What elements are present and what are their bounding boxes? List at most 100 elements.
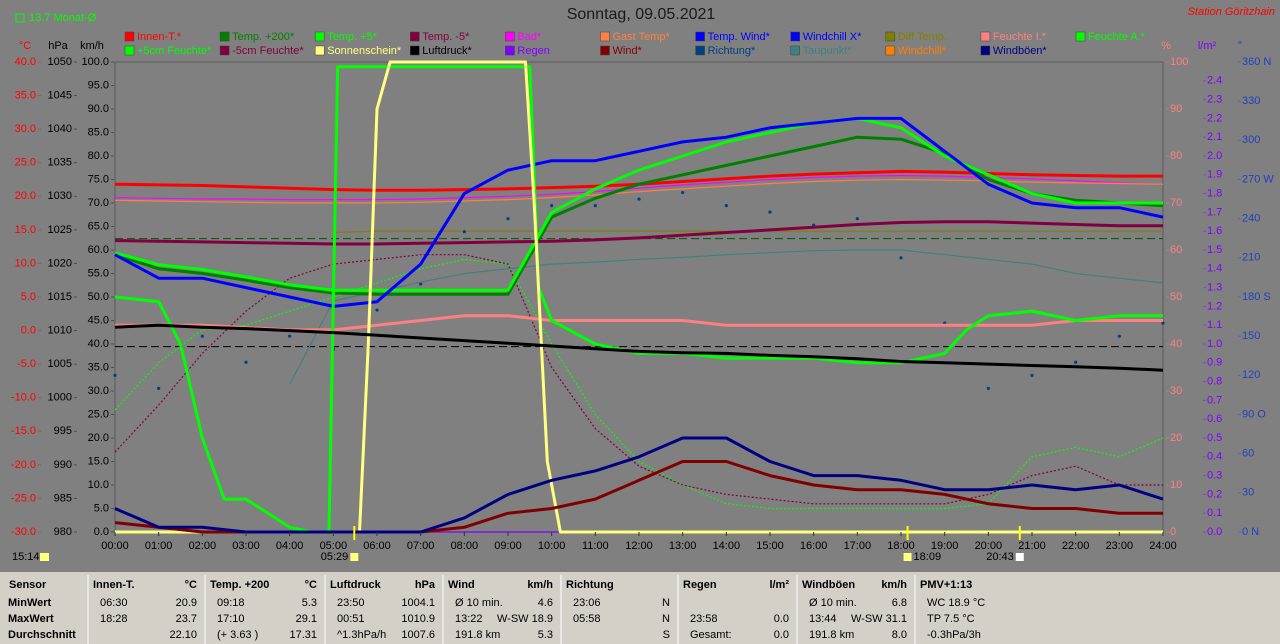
axis-unit: hPa [48,40,68,52]
y-tick-label: 2.0 [1207,150,1222,162]
stats-cell: 23:50 [337,597,365,609]
y-tick-label: 70 [1170,197,1182,209]
y-tick-label: 1015 [48,291,72,303]
sun-icon [903,553,912,561]
series-line [114,116,1164,308]
x-tick-label: 03:00 [232,540,260,552]
y-tick-label: 90.0 [88,103,109,115]
x-tick-label: 06:00 [363,540,391,552]
legend-swatch [980,31,991,42]
y-tick-label: 1050 [48,56,72,68]
stats-cell: 22.10 [169,629,197,641]
y-tick-label: 1005 [48,358,72,370]
y-tick-label: 270 W [1242,173,1274,185]
y-tick-label: -20.0 [11,459,36,471]
y-tick-label: 0.0 [21,324,36,336]
y-tick-label: 95.0 [88,79,109,91]
stats-cell: S [663,629,670,641]
x-tick-label: 14:00 [713,540,741,552]
y-tick-label: 60 [1170,244,1182,256]
sun-icon [350,553,359,561]
legend-swatch [790,31,800,42]
y-tick-label: 1000 [48,392,72,404]
y-tick-label: -25.0 [11,492,36,504]
y-tick-label: 330 [1242,95,1260,107]
y-tick-label: 35.0 [15,89,36,101]
stats-cell: 0.0 [774,629,789,641]
series-line [114,135,1164,296]
legend-label: -5cm Feuchte* [232,45,304,57]
legend-swatch [219,31,230,42]
y-tick-label: 1.9 [1207,169,1222,181]
y-tick-label: 75.0 [88,173,109,185]
data-point [200,334,204,338]
x-tick-label: 19:00 [931,540,959,552]
stats-cell: N [662,597,670,609]
data-point [506,217,510,221]
data-point [855,217,859,221]
legend-swatch [314,45,325,56]
y-tick-label: 90 [1170,103,1182,115]
stats-cell: W-SW 18.9 [497,613,553,625]
x-tick-label: 08:00 [451,540,479,552]
data-point [1117,334,1121,338]
y-tick-label: 50.0 [88,291,109,303]
stats-unit: km/h [527,579,553,591]
y-tick-label: -30.0 [11,526,36,538]
data-point [1030,373,1034,377]
sun-marker-label: 05:29 [321,551,349,563]
update-icon [40,553,49,561]
station-name: Station Göritzhain [1188,6,1275,18]
y-tick-label: 50 [1170,291,1182,303]
data-point [899,256,903,260]
y-tick-label: 40.0 [88,338,109,350]
legend-swatch [790,45,800,56]
stats-cell: 6.8 [892,597,907,609]
y-tick-label: 5.0 [94,502,109,514]
data-point [1161,321,1165,325]
legend-swatch [695,45,705,56]
stats-cell: 1004.1 [401,597,435,609]
legend-label: Windchill X* [803,31,862,43]
y-tick-label: 1010 [48,324,72,336]
y-tick-label: 45.0 [88,314,109,326]
y-tick-label: 60 [1242,448,1254,460]
legend-label: Feuchte A.* [1088,31,1146,43]
y-tick-label: 55.0 [88,267,109,279]
sun-marker-label: 18:09 [914,551,942,563]
stats-cell: -0.3hPa/3h [927,629,981,641]
y-tick-label: 985 [54,492,72,504]
stats-cell: 17.31 [289,629,317,641]
x-tick-label: 04:00 [276,540,304,552]
legend-label: Gast Temp* [613,31,671,43]
legend-swatch [219,45,230,56]
stats-cell: 23:06 [573,597,601,609]
y-tick-label: 1025 [48,224,72,236]
y-tick-label: 210 [1242,252,1260,264]
y-tick-label: 0.8 [1207,376,1222,388]
stats-cell: Ø 10 min. [809,597,857,609]
legend-swatch [410,31,420,42]
data-point [593,204,597,208]
x-tick-label: 16:00 [800,540,828,552]
stats-header: Regen [683,579,717,591]
y-tick-label: -5.0 [17,358,36,370]
stats-cell: 0.0 [774,613,789,625]
legend-swatch [505,31,515,42]
y-tick-label: 100.0 [81,56,109,68]
data-point [244,360,248,364]
y-tick-label: 0.2 [1207,488,1222,500]
y-tick-label: 2.4 [1207,75,1222,87]
x-tick-label: 02:00 [189,540,217,552]
y-tick-label: 0.7 [1207,394,1222,406]
stats-cell: 18:28 [100,613,128,625]
stats-unit: °C [305,579,317,591]
y-tick-label: 80.0 [88,150,109,162]
stats-cell: W-SW 31.1 [851,613,907,625]
x-tick-label: 10:00 [538,540,566,552]
stats-cell: MinWert [8,597,52,609]
y-tick-label: 360 N [1242,56,1271,68]
y-tick-label: 150 [1242,330,1260,342]
series-line [114,174,1164,201]
axis-unit: ° [1238,40,1242,52]
